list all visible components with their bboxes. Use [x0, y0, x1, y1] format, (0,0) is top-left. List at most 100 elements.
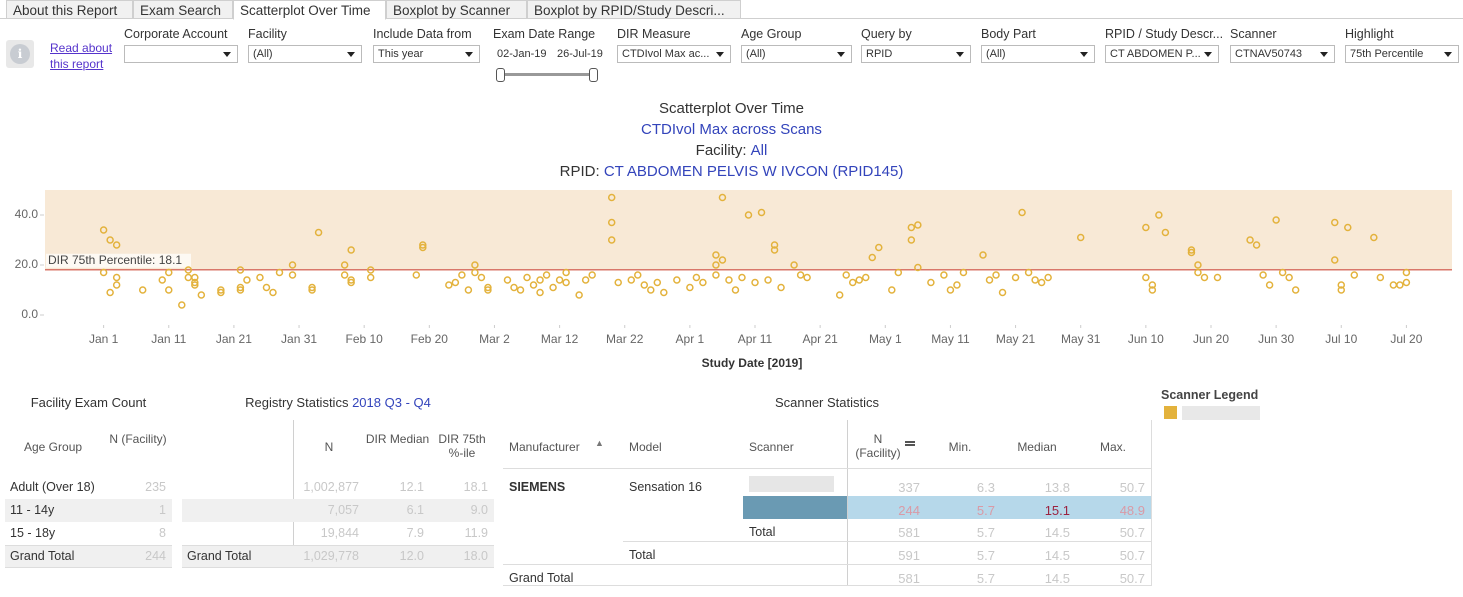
point	[542, 271, 551, 279]
point	[796, 271, 805, 279]
slider-handle[interactable]	[589, 68, 598, 82]
point	[712, 271, 720, 279]
filter-dropdown[interactable]: RPID	[861, 45, 971, 63]
point	[1194, 261, 1202, 269]
slider-handle[interactable]	[496, 68, 505, 82]
point	[927, 278, 935, 287]
y-tick-label: 40.0	[15, 207, 39, 221]
tab[interactable]: Scatterplot Over Time	[233, 0, 386, 20]
point	[1161, 228, 1170, 237]
total-value: 1,029,778	[303, 549, 359, 563]
point	[1037, 278, 1046, 287]
filter-label: Corporate Account	[124, 27, 228, 41]
filter-dropdown[interactable]: CT ABDOMEN P...	[1105, 45, 1219, 63]
filter-dropdown[interactable]: CTNAV50743	[1230, 45, 1335, 63]
stat: 50.7	[1119, 571, 1145, 586]
filter-dropdown[interactable]: (All)	[741, 45, 852, 63]
tab[interactable]: About this Report	[6, 0, 133, 19]
col-header: Model	[629, 440, 662, 454]
point	[803, 273, 811, 282]
point	[197, 291, 206, 299]
point	[686, 283, 694, 292]
point	[1024, 268, 1033, 277]
tab[interactable]: Exam Search	[133, 0, 233, 19]
point	[412, 271, 421, 279]
point	[725, 276, 733, 284]
row-value: 1	[159, 503, 166, 517]
table-bottom	[503, 585, 1151, 586]
y-tick-label: 0.0	[21, 307, 38, 321]
point	[1272, 216, 1280, 224]
stat: 48.9	[1119, 503, 1145, 518]
point	[165, 268, 173, 277]
x-tick-label: Mar 22	[606, 332, 644, 346]
row-value: 235	[145, 480, 166, 494]
point	[940, 271, 948, 279]
point	[731, 286, 740, 294]
point	[1018, 208, 1026, 217]
x-tick-label: Jan 31	[281, 332, 317, 346]
point	[275, 268, 284, 277]
filter-dropdown[interactable]: 75th Percentile	[1345, 45, 1459, 63]
point	[979, 251, 987, 259]
point	[471, 261, 479, 269]
reference-band	[45, 190, 1452, 270]
point	[445, 281, 453, 289]
cell: SIEMENS	[509, 480, 566, 494]
point	[347, 246, 355, 254]
x-tick-label: May 31	[1061, 332, 1101, 346]
x-tick-label: Feb 10	[346, 332, 384, 346]
point	[1213, 273, 1222, 282]
info-link[interactable]: Read about this report	[50, 41, 113, 71]
point	[243, 276, 251, 284]
point	[907, 236, 916, 244]
point	[555, 276, 564, 284]
point	[106, 236, 114, 244]
point	[1265, 281, 1274, 289]
point	[1076, 233, 1085, 242]
point	[607, 193, 616, 202]
point	[1142, 223, 1150, 232]
point	[112, 241, 121, 249]
point	[699, 278, 707, 287]
col-header: N (Facility)	[855, 432, 901, 460]
tab[interactable]: Boxplot by Scanner	[386, 0, 527, 19]
point	[1148, 281, 1157, 289]
point	[184, 266, 193, 274]
filter-dropdown[interactable]: CTDIvol Max ac...	[617, 45, 731, 63]
point	[894, 268, 903, 277]
point	[640, 281, 649, 289]
range-slider	[500, 73, 595, 76]
sort-icon: ▲​	[595, 438, 604, 448]
point	[1331, 218, 1339, 227]
subtitle-label: RPID:	[559, 163, 600, 180]
point	[1148, 286, 1157, 294]
point	[848, 278, 857, 287]
cell: Sensation 16	[629, 480, 702, 494]
point	[653, 278, 662, 287]
point	[366, 273, 375, 282]
total-value: 18.0	[463, 549, 488, 563]
stat: 581	[898, 525, 920, 540]
point	[1252, 241, 1261, 249]
tab[interactable]: Boxplot by RPID/Study Descri...	[527, 0, 741, 19]
row-label: Adult (Over 18)	[10, 480, 95, 494]
title-period: 2018 Q3 - Q4	[352, 395, 431, 410]
info-icon[interactable]: i	[6, 40, 34, 68]
point	[256, 273, 264, 282]
filter-dropdown[interactable]: This year	[373, 45, 480, 63]
filter-dropdown[interactable]: (All)	[981, 45, 1095, 63]
filter-dropdown[interactable]: (All)	[248, 45, 362, 63]
x-tick-label: May 1	[869, 332, 902, 346]
filter-label: Body Part	[981, 27, 1036, 41]
point	[112, 273, 121, 282]
stat: 15.1	[1044, 503, 1070, 518]
x-tick-label: Jul 10	[1325, 332, 1357, 346]
point	[855, 276, 863, 284]
filter-label: DIR Measure	[617, 27, 691, 41]
col-header: Median	[1017, 440, 1057, 454]
filter-dropdown[interactable]	[124, 45, 238, 63]
legend-name-redacted	[1182, 406, 1260, 420]
point	[458, 271, 466, 279]
